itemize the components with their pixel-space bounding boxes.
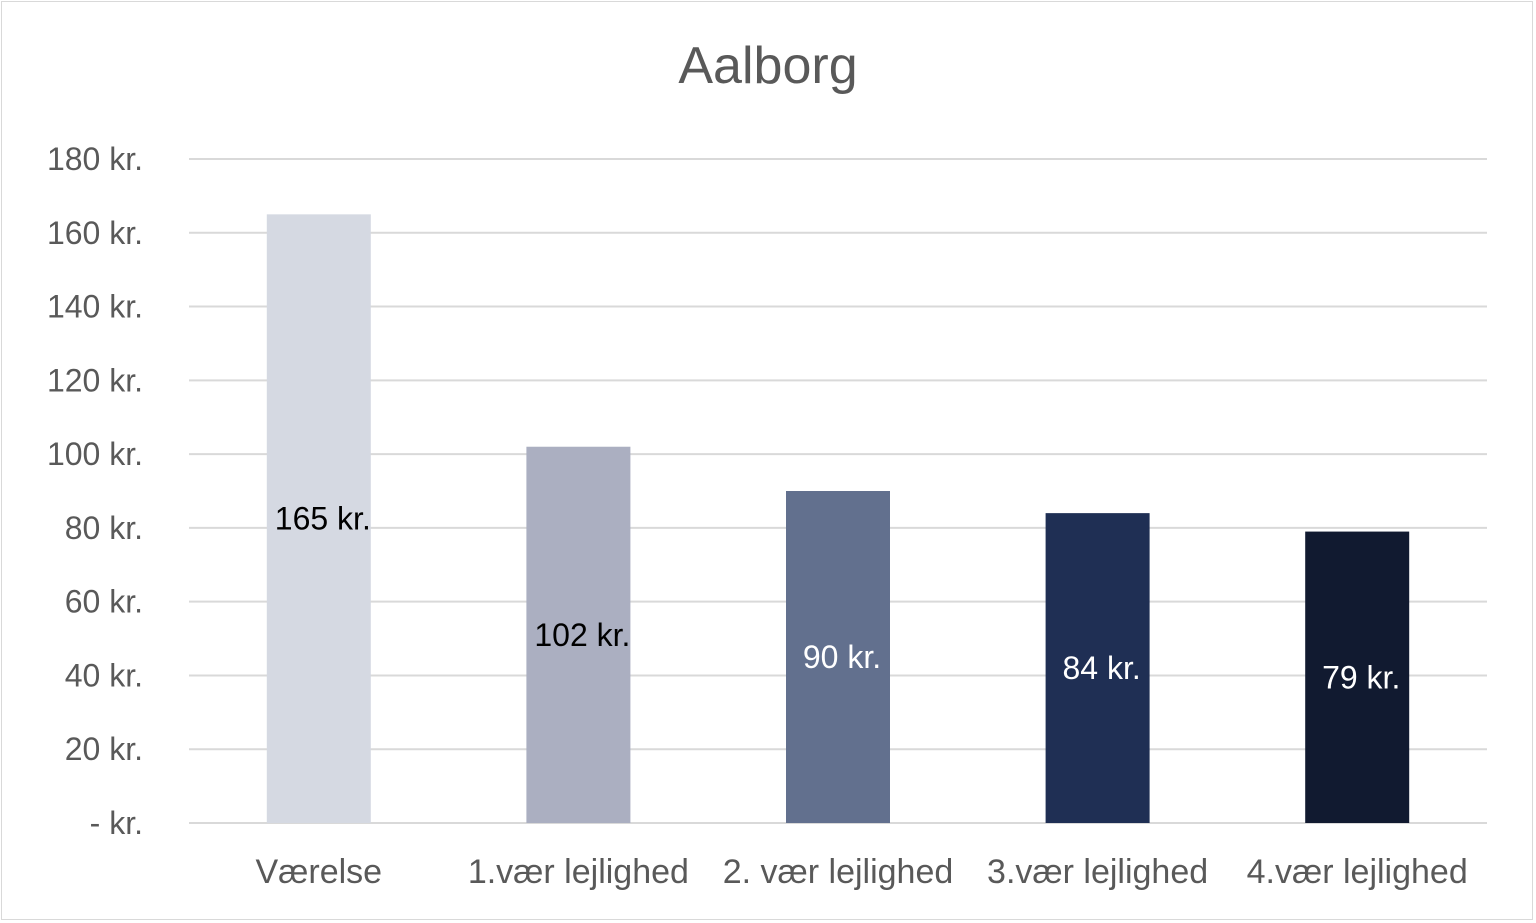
bar xyxy=(1045,513,1150,823)
x-category-label: Værelse xyxy=(255,853,382,891)
y-tick-label: 120 kr. xyxy=(47,362,143,398)
bar xyxy=(266,214,371,824)
bar xyxy=(1305,531,1410,823)
y-tick-label: 80 kr. xyxy=(65,510,143,546)
y-tick-label: 180 kr. xyxy=(47,141,143,177)
data-label: 84 kr. xyxy=(1062,650,1140,686)
x-category-label: 2. vær lejlighed xyxy=(723,853,954,891)
x-category-label: 4.vær lejlighed xyxy=(1247,853,1468,891)
y-tick-label: 140 kr. xyxy=(47,289,143,325)
y-tick-label: - kr. xyxy=(90,805,143,841)
data-label: 90 kr. xyxy=(803,639,881,675)
y-tick-label: 40 kr. xyxy=(65,657,143,693)
y-tick-label: 160 kr. xyxy=(47,215,143,251)
y-tick-label: 20 kr. xyxy=(65,731,143,767)
y-tick-label: 60 kr. xyxy=(65,584,143,620)
y-tick-label: 100 kr. xyxy=(47,436,143,472)
data-label: 79 kr. xyxy=(1322,659,1400,695)
bar xyxy=(786,491,890,823)
x-category-label: 1.vær lejlighed xyxy=(468,853,689,891)
x-category-label: 3.vær lejlighed xyxy=(987,853,1208,891)
data-label: 165 kr. xyxy=(275,501,371,537)
data-label: 102 kr. xyxy=(534,617,630,653)
chart-title: Aalborg xyxy=(678,37,858,95)
bar xyxy=(526,446,631,823)
